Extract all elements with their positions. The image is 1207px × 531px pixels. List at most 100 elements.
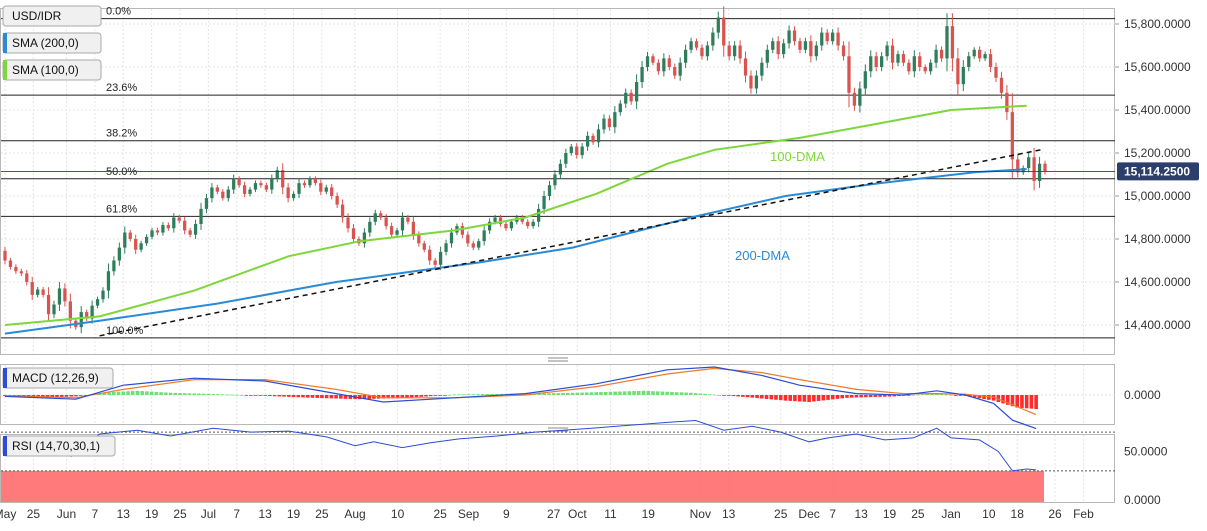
- candle-bearish: [428, 249, 432, 261]
- macd-histogram-bar-negative: [1005, 395, 1010, 405]
- macd-histogram-bar-positive: [173, 392, 178, 395]
- legend-swatch: [3, 60, 7, 80]
- macd-histogram-bar-negative: [367, 395, 372, 399]
- candle-bullish: [193, 223, 198, 235]
- candle-bearish: [351, 228, 356, 239]
- candle-bearish: [319, 183, 323, 192]
- candle-bearish: [155, 230, 160, 233]
- macd-histogram-bar-negative: [428, 395, 433, 397]
- macd-histogram-bar-negative: [807, 395, 811, 402]
- macd-histogram-bar-negative: [802, 395, 807, 402]
- y-tick-label: 15,200.0000: [1124, 146, 1191, 160]
- candle-bullish: [929, 62, 933, 72]
- x-tick-label: Sep: [458, 507, 480, 521]
- macd-histogram-bar-negative: [55, 395, 59, 398]
- macd-histogram-bar-positive: [102, 392, 107, 395]
- macd-histogram-bar-negative: [778, 395, 783, 401]
- macd-histogram-bar-positive: [665, 391, 669, 395]
- candle-bearish: [166, 225, 170, 229]
- macd-histogram-bar-negative: [840, 395, 845, 399]
- macd-y-tick-label: 0.0000: [1124, 388, 1161, 402]
- y-tick-label: 15,600.0000: [1124, 60, 1191, 74]
- candle-bullish: [569, 146, 573, 153]
- macd-histogram-bar-negative: [263, 395, 267, 396]
- macd-histogram-bar-negative: [78, 395, 83, 396]
- x-tick-label: Dec: [798, 507, 819, 521]
- x-tick-label: 25: [27, 507, 41, 521]
- fib-level-label: 23.6%: [106, 82, 137, 94]
- candle-bullish: [618, 103, 622, 113]
- candle-bearish: [46, 294, 51, 315]
- macd-histogram-bar-positive: [192, 393, 196, 395]
- macd-histogram-bar-positive: [111, 391, 116, 395]
- macd-histogram-bar-positive: [651, 391, 655, 395]
- macd-histogram-bar-negative: [357, 395, 362, 400]
- candle-bearish: [792, 30, 797, 42]
- macd-histogram-bar-negative: [69, 395, 74, 397]
- candle-bullish: [967, 56, 971, 67]
- candle-bearish: [264, 185, 268, 190]
- macd-histogram-bar-positive: [594, 392, 599, 395]
- macd-histogram-bar-negative: [343, 395, 348, 399]
- macd-histogram-bar-negative: [1024, 395, 1029, 409]
- candle-bullish: [226, 189, 230, 199]
- macd-histogram-bar-positive: [670, 391, 674, 395]
- candle-bullish: [733, 45, 737, 57]
- candle-bearish: [19, 271, 23, 274]
- candle-bullish: [896, 54, 900, 63]
- candle-bullish: [79, 312, 83, 328]
- macd-histogram-bar-positive: [712, 394, 717, 396]
- macd-histogram-bar-negative: [45, 395, 50, 398]
- macd-histogram-bar-negative: [443, 395, 447, 396]
- macd-histogram-bar-negative: [339, 395, 343, 399]
- macd-histogram-bar-negative: [958, 395, 963, 396]
- sma-200-line: [4, 168, 1027, 335]
- y-tick-label: 14,800.0000: [1124, 232, 1191, 246]
- candle-bullish: [487, 221, 492, 231]
- candle-bearish: [433, 260, 437, 265]
- candle-bullish: [771, 41, 775, 50]
- macd-histogram-bar-positive: [613, 391, 617, 395]
- macd-histogram-bar-positive: [689, 392, 693, 395]
- macd-histogram-bar-negative: [391, 395, 395, 399]
- macd-histogram-bar-positive: [187, 393, 192, 395]
- moving-averages: [4, 104, 1042, 337]
- x-tick-label: 13: [258, 507, 272, 521]
- candle-bearish: [950, 26, 955, 59]
- macd-histogram-bar-negative: [41, 395, 45, 398]
- candle-bearish: [417, 234, 421, 244]
- macd-histogram-bar-negative: [722, 395, 726, 396]
- macd-histogram-bar-positive: [168, 392, 173, 395]
- macd-histogram-bar-positive: [632, 391, 636, 395]
- candle-bullish: [57, 288, 62, 305]
- candle-bullish: [863, 71, 867, 89]
- candle-bullish: [945, 26, 949, 59]
- macd-histogram-bar-positive: [149, 391, 154, 395]
- macd-histogram-bar-positive: [130, 391, 135, 395]
- candles: [3, 6, 1047, 334]
- annotation-200-dma: 200-DMA: [735, 248, 790, 263]
- candle-bearish: [667, 58, 671, 67]
- macd-histogram-bar-positive: [216, 394, 220, 395]
- candle-bullish: [961, 67, 965, 85]
- candle-bullish: [275, 170, 279, 179]
- x-tick-label: 19: [642, 507, 656, 521]
- macd-histogram-bar-positive: [911, 394, 915, 396]
- candle-bullish: [705, 45, 710, 57]
- candle-bullish: [270, 178, 274, 190]
- candle-bearish: [825, 32, 829, 42]
- macd-histogram-bar-negative: [736, 395, 740, 397]
- rsi-y-tick-label: 0.0000: [1124, 493, 1161, 507]
- candle-bullish: [983, 54, 987, 59]
- candle-bullish: [553, 174, 557, 186]
- candle-bearish: [177, 217, 181, 221]
- candle-bearish: [1032, 157, 1036, 181]
- macd-histogram-bar-positive: [466, 394, 471, 396]
- macd-histogram-bar-positive: [684, 392, 688, 395]
- macd-histogram-bar-positive: [556, 393, 561, 395]
- grid: [0, 8, 1115, 503]
- fib-level-label: 61.8%: [106, 203, 137, 215]
- macd-histogram-bar-positive: [542, 393, 547, 395]
- x-tick-label: Nov: [690, 507, 711, 521]
- candle-bullish: [531, 221, 535, 227]
